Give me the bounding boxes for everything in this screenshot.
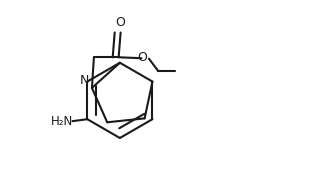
- Text: H₂N: H₂N: [50, 115, 73, 128]
- Text: O: O: [116, 16, 126, 30]
- Text: O: O: [137, 51, 147, 64]
- Text: N: N: [80, 74, 89, 87]
